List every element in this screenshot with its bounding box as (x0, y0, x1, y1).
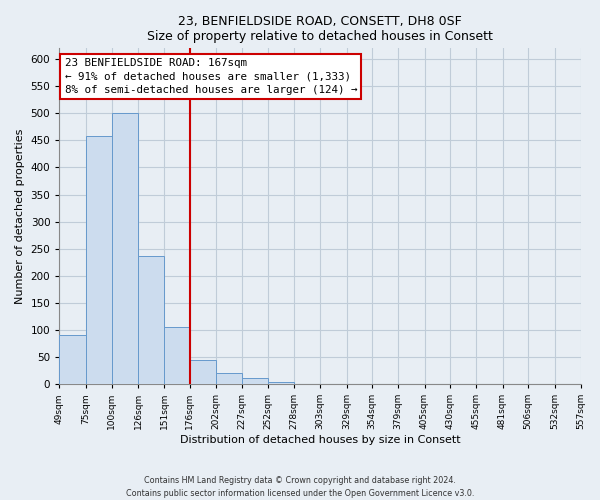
Bar (190, 360, 216, 384)
X-axis label: Distribution of detached houses by size in Consett: Distribution of detached houses by size … (179, 435, 460, 445)
Bar (86, 136, 112, 384)
Bar (59, 336, 86, 384)
Text: Contains HM Land Registry data © Crown copyright and database right 2024.
Contai: Contains HM Land Registry data © Crown c… (126, 476, 474, 498)
Bar (139, 256, 164, 384)
Bar (164, 326, 190, 384)
Bar (242, 378, 268, 384)
Title: 23, BENFIELDSIDE ROAD, CONSETT, DH8 0SF
Size of property relative to detached ho: 23, BENFIELDSIDE ROAD, CONSETT, DH8 0SF … (147, 15, 493, 43)
Y-axis label: Number of detached properties: Number of detached properties (15, 128, 25, 304)
Bar (268, 382, 294, 384)
Bar (216, 373, 242, 384)
Bar (112, 114, 139, 384)
Text: 23 BENFIELDSIDE ROAD: 167sqm
← 91% of detached houses are smaller (1,333)
8% of : 23 BENFIELDSIDE ROAD: 167sqm ← 91% of de… (65, 58, 357, 95)
